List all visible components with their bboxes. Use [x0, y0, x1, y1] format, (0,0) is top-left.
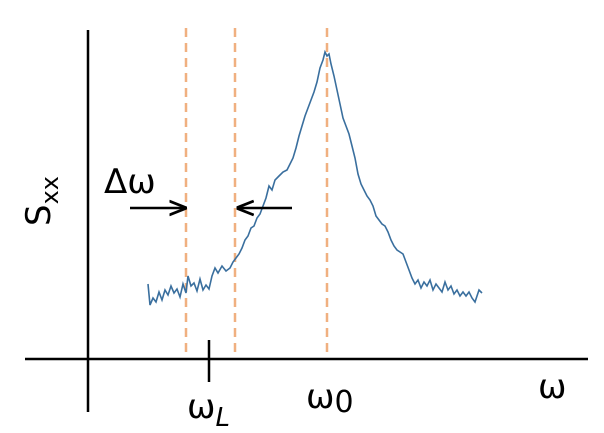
x-axis-label: ω: [538, 367, 566, 407]
y-label-main: S: [19, 204, 59, 226]
reference-lines: [184, 28, 329, 358]
y-label-sub: xx: [36, 176, 64, 204]
annotation: Δω: [104, 162, 156, 202]
y-axis-label: Sxx: [19, 176, 64, 226]
spectrum-curve: [147, 49, 483, 306]
marker-sub: 0: [334, 385, 353, 420]
marker-main: ω: [187, 387, 215, 427]
marker-label: ωL: [187, 387, 230, 433]
marker-label: ω0: [306, 377, 354, 420]
marker-main: ω: [306, 377, 334, 417]
marker-sub: L: [215, 403, 230, 433]
